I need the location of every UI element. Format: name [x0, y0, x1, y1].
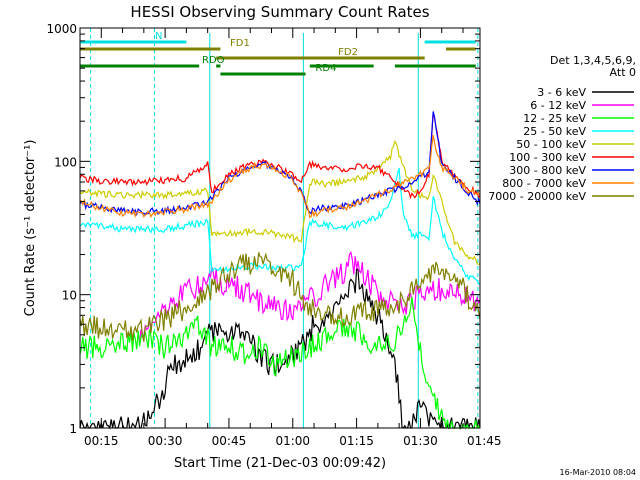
x-tick-label-3: 01:00	[275, 434, 310, 448]
series-line-8	[79, 252, 481, 342]
flag-label-n: N	[155, 31, 162, 42]
legend-label-1: 6 - 12 keV	[530, 99, 586, 112]
legend-label-3: 25 - 50 keV	[523, 125, 586, 138]
series-line-4	[79, 139, 481, 265]
series-line-0	[79, 266, 481, 431]
legend-label-6: 300 - 800 keV	[509, 164, 586, 177]
series-line-6	[79, 111, 481, 217]
plot-frame	[79, 27, 481, 429]
series-line-7	[79, 135, 481, 219]
legend-label-4: 50 - 100 keV	[516, 138, 586, 151]
chart-axes: 1 10 100 1000 00:15 00:30 00:45 01:00 01:15 01:30…	[46, 22, 501, 448]
x-tick-label-4: 01:15	[339, 434, 374, 448]
timestamp: 16-Mar-2010 08:04	[560, 468, 637, 477]
series-line-2	[79, 296, 481, 430]
legend-header-line2: Att 0	[610, 66, 636, 79]
flag-label-fd2: FD2	[338, 47, 358, 58]
y-axis-label: Count Rate (s⁻¹ detector⁻¹)	[23, 140, 38, 317]
flag-label-rdo: RDO	[202, 55, 225, 66]
legend-label-8: 7000 - 20000 keV	[488, 190, 586, 203]
y-tick-label-3: 1000	[46, 22, 77, 36]
x-tick-label-0: 00:15	[84, 434, 119, 448]
series-line-5	[79, 112, 481, 200]
x-tick-label-2: 00:45	[212, 434, 247, 448]
series-line-1	[139, 251, 481, 344]
legend-label-0: 3 - 6 keV	[537, 86, 586, 99]
x-tick-label-6: 01:45	[467, 434, 502, 448]
y-tick-label-2: 100	[54, 155, 77, 169]
legend-header-line1: Det 1,3,4,5,6,9,	[550, 54, 636, 67]
legend-label-7: 800 - 7000 keV	[502, 177, 586, 190]
flag-label-fd1: FD1	[230, 38, 250, 49]
flag-label-rd4: RD4	[315, 63, 336, 74]
legend-label-5: 100 - 300 keV	[509, 151, 586, 164]
chart-marks: N FD1 FD2 RDO RD4	[79, 28, 481, 431]
legend-label-2: 12 - 25 keV	[523, 112, 586, 125]
x-axis-label: Start Time (21-Dec-03 00:09:42)	[174, 456, 386, 471]
y-tick-label-0: 1	[69, 422, 77, 436]
chart-title: HESSI Observing Summary Count Rates	[130, 3, 429, 21]
y-tick-label-1: 10	[62, 289, 77, 303]
x-tick-label-1: 00:30	[148, 434, 183, 448]
x-tick-label-5: 01:30	[403, 434, 438, 448]
